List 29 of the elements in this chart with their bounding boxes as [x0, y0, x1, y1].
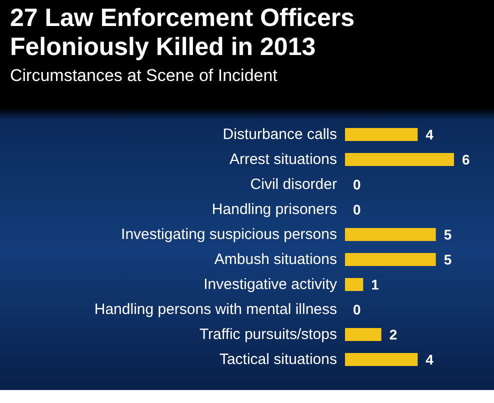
data-label: 0: [353, 202, 361, 218]
y-tick-label: Tactical situations: [219, 351, 337, 368]
bar: [345, 228, 436, 241]
bar: [345, 353, 418, 366]
y-tick-label: Civil disorder: [250, 176, 337, 193]
chart-title: 27 Law Enforcement Officers Feloniously Killed in 2013: [10, 4, 356, 62]
y-tick-label: Disturbance calls: [222, 126, 337, 143]
bar: [345, 253, 436, 266]
y-tick-label: Handling persons with mental illness: [94, 301, 337, 318]
y-tick-label: Investigating suspicious persons: [121, 226, 337, 243]
data-label: 1: [371, 276, 380, 292]
data-label: 4: [426, 126, 434, 142]
data-label: 0: [353, 302, 361, 318]
text: Circumstances at Scene of Incident: [10, 66, 278, 86]
y-tick-label: Investigative activity: [204, 276, 338, 293]
data-label: 5: [444, 252, 452, 268]
y-tick-label: Arrest situations: [229, 151, 337, 168]
y-tick-label: Traffic pursuits/stops: [199, 326, 337, 343]
data-label: 4: [426, 352, 434, 368]
bar: [345, 328, 382, 341]
bar: [345, 278, 364, 291]
data-label: 6: [462, 152, 470, 168]
y-tick-label: Ambush situations: [214, 251, 337, 268]
bar: [345, 128, 418, 141]
data-label: 0: [353, 176, 361, 192]
data-label: 5: [444, 226, 452, 242]
y-tick-label: Handling prisoners: [212, 201, 337, 218]
bar: [345, 153, 454, 166]
data-label: 2: [389, 326, 398, 342]
